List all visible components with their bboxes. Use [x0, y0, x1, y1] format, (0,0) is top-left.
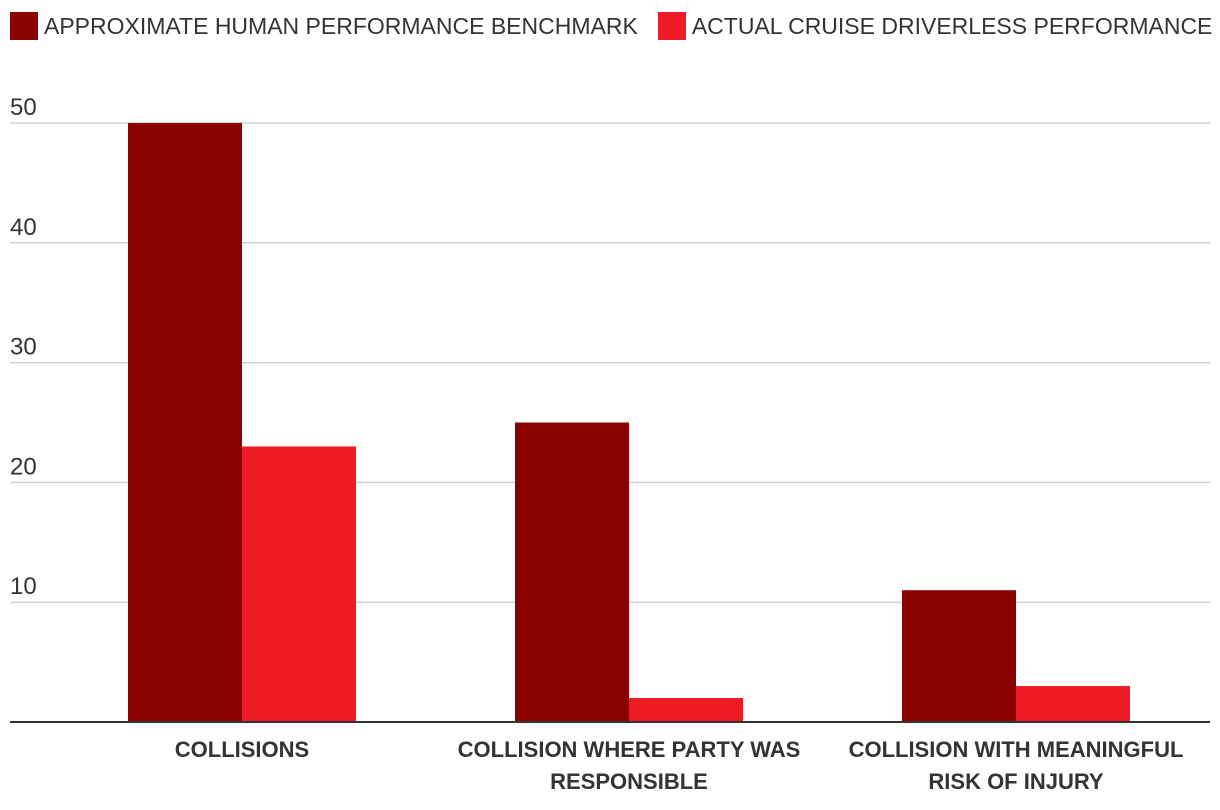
- category-label-1-line-0: COLLISION WHERE PARTY WAS: [458, 737, 801, 762]
- category-label-1-line-1: RESPONSIBLE: [550, 769, 708, 794]
- y-tick-label-20: 20: [10, 453, 37, 480]
- bar-series-1-category-0: [242, 446, 356, 722]
- category-label-2-line-1: RISK OF INJURY: [928, 769, 1104, 794]
- legend-item-cruise-driverless: ACTUAL CRUISE DRIVERLESS PERFORMANCE: [657, 12, 1213, 40]
- bar-series-1-category-2: [1016, 686, 1130, 722]
- category-label-0-line-0: COLLISIONS: [175, 737, 309, 762]
- y-tick-label-40: 40: [10, 214, 37, 241]
- legend-swatch-cruise-driverless: [657, 12, 686, 40]
- y-axis-tick-labels: 10 20 30 40 50: [10, 94, 37, 600]
- y-tick-label-50: 50: [10, 94, 37, 121]
- category-label-2-line-0: COLLISION WITH MEANINGFUL: [849, 737, 1184, 762]
- bar-series-0-category-0: [128, 123, 242, 722]
- x-axis-category-labels: COLLISIONS COLLISION WHERE PARTY WAS RESPO…: [175, 737, 1184, 794]
- bar-series-1-category-1: [629, 698, 743, 722]
- bar-series-0-category-2: [902, 590, 1016, 722]
- chart-legend: APPROXIMATE HUMAN PERFORMANCE BENCHMARK …: [10, 12, 1220, 40]
- legend-item-human-benchmark: APPROXIMATE HUMAN PERFORMANCE BENCHMARK: [10, 12, 638, 40]
- bars: [128, 123, 1130, 722]
- legend-label-cruise-driverless: ACTUAL CRUISE DRIVERLESS PERFORMANCE: [691, 12, 1213, 39]
- legend-label-human-benchmark: APPROXIMATE HUMAN PERFORMANCE BENCHMARK: [44, 12, 638, 39]
- legend-swatch-human-benchmark: [10, 12, 38, 40]
- y-tick-label-10: 10: [10, 573, 37, 600]
- bar-series-0-category-1: [515, 422, 629, 722]
- y-tick-label-30: 30: [10, 334, 37, 361]
